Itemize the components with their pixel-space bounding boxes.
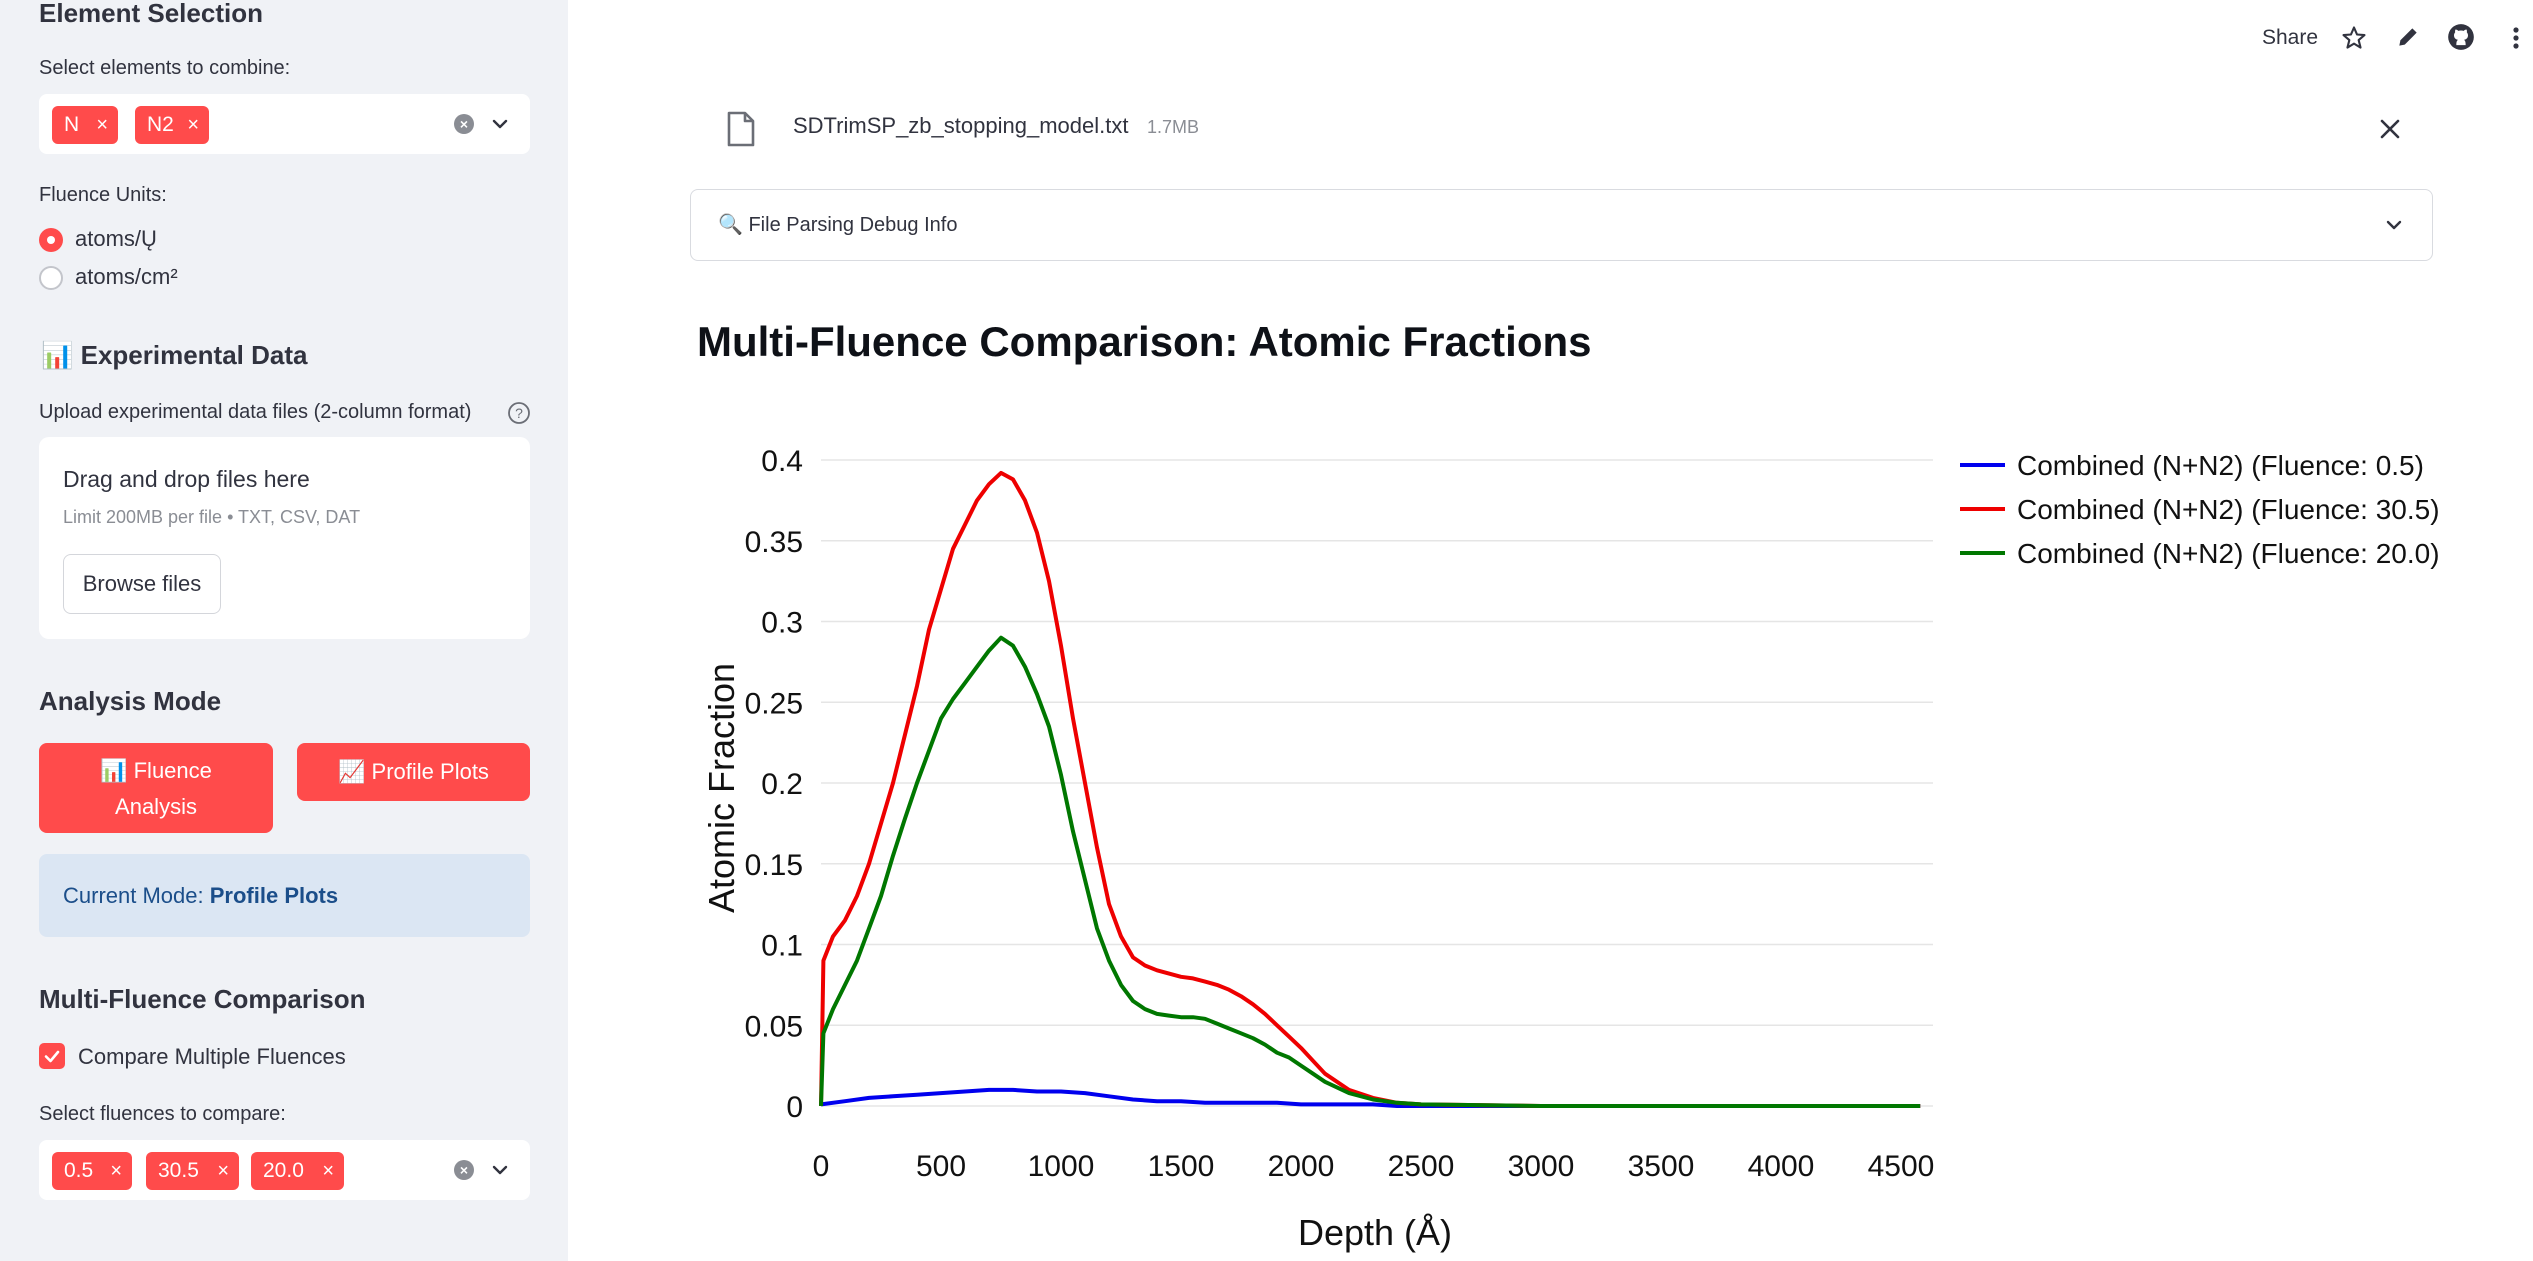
- upload-label: Upload experimental data files (2-column…: [39, 401, 472, 423]
- button-label: Analysis: [115, 794, 197, 819]
- upload-limit-text: Limit 200MB per file • TXT, CSV, DAT: [63, 507, 361, 527]
- legend-label: Combined (N+N2) (Fluence: 20.0): [2017, 538, 2440, 569]
- expander-label: 🔍 File Parsing Debug Info: [718, 214, 958, 236]
- y-tick-label: 0.15: [745, 849, 803, 882]
- profile-plots-button[interactable]: 📈 Profile Plots: [297, 743, 530, 801]
- close-icon[interactable]: [2378, 117, 2402, 141]
- radio-label: atoms/Ų: [75, 226, 157, 251]
- element-select-label: Select elements to combine:: [39, 57, 291, 79]
- uploaded-file-name: SDTrimSP_zb_stopping_model.txt: [793, 113, 1129, 138]
- radio-atoms-per-angstrom[interactable]: [39, 228, 63, 252]
- remove-tag-icon[interactable]: ×: [322, 1160, 334, 1182]
- star-icon[interactable]: [2340, 24, 2368, 52]
- atomic-fraction-chart: 0 0.05 0.1 0.15 0.2 0.25 0.3 0.35 0.4 0 500 1000 150…: [701, 445, 2440, 1253]
- fluence-multiselect[interactable]: 0.5 × 30.5 × 20.0 × ×: [39, 1140, 530, 1200]
- y-tick-label: 0.25: [745, 687, 803, 720]
- multi-fluence-heading: Multi-Fluence Comparison: [39, 984, 366, 1014]
- compare-fluences-checkbox[interactable]: [39, 1043, 65, 1069]
- uploaded-file-size: 1.7MB: [1147, 117, 1200, 137]
- series-line: [820, 1087, 1921, 1108]
- x-tick-label: 4500: [1868, 1150, 1935, 1183]
- x-tick-label: 2000: [1268, 1150, 1335, 1183]
- github-icon[interactable]: [2447, 23, 2475, 51]
- edit-pencil-icon[interactable]: [2395, 24, 2421, 50]
- clear-all-icon[interactable]: ×: [454, 1160, 474, 1180]
- y-tick-label: 0.1: [761, 930, 803, 963]
- fluence-units-label: Fluence Units:: [39, 184, 167, 206]
- fluence-tag-label: 20.0: [263, 1159, 304, 1182]
- chevron-down-icon[interactable]: [2384, 215, 2404, 235]
- element-tag-label: N2: [147, 113, 174, 136]
- y-tick-label: 0.05: [745, 1010, 803, 1043]
- remove-tag-icon[interactable]: ×: [96, 114, 108, 136]
- series-line: [819, 470, 1921, 1108]
- legend-label: Combined (N+N2) (Fluence: 30.5): [2017, 494, 2440, 525]
- button-label: 📊 Fluence: [100, 758, 212, 783]
- file-icon: [727, 111, 755, 147]
- legend-label: Combined (N+N2) (Fluence: 0.5): [2017, 450, 2424, 481]
- browse-files-button[interactable]: Browse files: [63, 554, 221, 614]
- x-tick-label: 2500: [1388, 1150, 1455, 1183]
- file-uploader-dropzone[interactable]: Drag and drop files here Limit 200MB per…: [39, 437, 530, 639]
- svg-text:?: ?: [515, 405, 523, 421]
- series-line: [819, 635, 1921, 1108]
- chevron-down-icon[interactable]: [490, 1160, 510, 1180]
- remove-tag-icon[interactable]: ×: [217, 1160, 229, 1182]
- analysis-mode-heading: Analysis Mode: [39, 686, 222, 716]
- x-tick-label: 4000: [1748, 1150, 1815, 1183]
- chevron-down-icon[interactable]: [490, 114, 510, 134]
- more-menu-icon[interactable]: [2510, 24, 2522, 52]
- y-tick-label: 0: [786, 1091, 803, 1124]
- x-tick-label: 500: [916, 1150, 966, 1183]
- radio-label: atoms/cm²: [75, 264, 178, 289]
- page-title: Multi-Fluence Comparison: Atomic Fractio…: [697, 318, 1592, 365]
- help-icon[interactable]: ?: [507, 401, 531, 425]
- fluence-tag-label: 30.5: [158, 1159, 199, 1182]
- current-mode-value: Profile Plots: [209, 883, 339, 908]
- fluence-tag[interactable]: 30.5 ×: [146, 1152, 239, 1190]
- y-tick-label: 0.35: [745, 526, 803, 559]
- clear-all-icon[interactable]: ×: [454, 114, 474, 134]
- drop-text: Drag and drop files here: [63, 466, 310, 492]
- remove-tag-icon[interactable]: ×: [187, 114, 199, 136]
- fluence-tag[interactable]: 0.5 ×: [52, 1152, 132, 1190]
- y-tick-label: 0.3: [761, 607, 803, 640]
- current-mode-label: Current Mode:: [63, 883, 204, 908]
- element-selection-heading: Element Selection: [39, 0, 263, 28]
- current-mode-info: Current Mode: Profile Plots: [39, 854, 530, 937]
- x-axis-label: Depth (Å): [1298, 1212, 1452, 1253]
- radio-atoms-per-cm2[interactable]: [39, 266, 63, 290]
- y-tick-label: 0.2: [761, 768, 803, 801]
- debug-info-expander[interactable]: 🔍 File Parsing Debug Info: [690, 189, 2433, 261]
- compare-fluences-label: Compare Multiple Fluences: [78, 1044, 346, 1069]
- x-tick-label: 0: [813, 1150, 830, 1183]
- x-tick-label: 1500: [1148, 1150, 1215, 1183]
- element-tag[interactable]: N2 ×: [135, 106, 209, 144]
- element-tag-label: N: [64, 113, 80, 136]
- remove-tag-icon[interactable]: ×: [110, 1160, 122, 1182]
- y-tick-label: 0.4: [761, 445, 803, 478]
- y-axis-label: Atomic Fraction: [701, 663, 742, 913]
- element-multiselect[interactable]: N × N2 × ×: [39, 94, 530, 154]
- x-tick-label: 3000: [1508, 1150, 1575, 1183]
- experimental-data-heading: 📊 Experimental Data: [41, 340, 308, 370]
- fluence-tag-label: 0.5: [64, 1159, 94, 1182]
- x-tick-label: 1000: [1028, 1150, 1095, 1183]
- fluence-select-label: Select fluences to compare:: [39, 1103, 286, 1125]
- share-button[interactable]: Share: [2262, 26, 2319, 49]
- fluence-analysis-button[interactable]: 📊 Fluence Analysis: [39, 743, 273, 833]
- sidebar: Element Selection Select elements to com…: [0, 0, 568, 1261]
- checkmark-icon: [44, 1050, 60, 1063]
- element-tag[interactable]: N ×: [52, 106, 118, 144]
- fluence-tag[interactable]: 20.0 ×: [251, 1152, 344, 1190]
- x-tick-label: 3500: [1628, 1150, 1695, 1183]
